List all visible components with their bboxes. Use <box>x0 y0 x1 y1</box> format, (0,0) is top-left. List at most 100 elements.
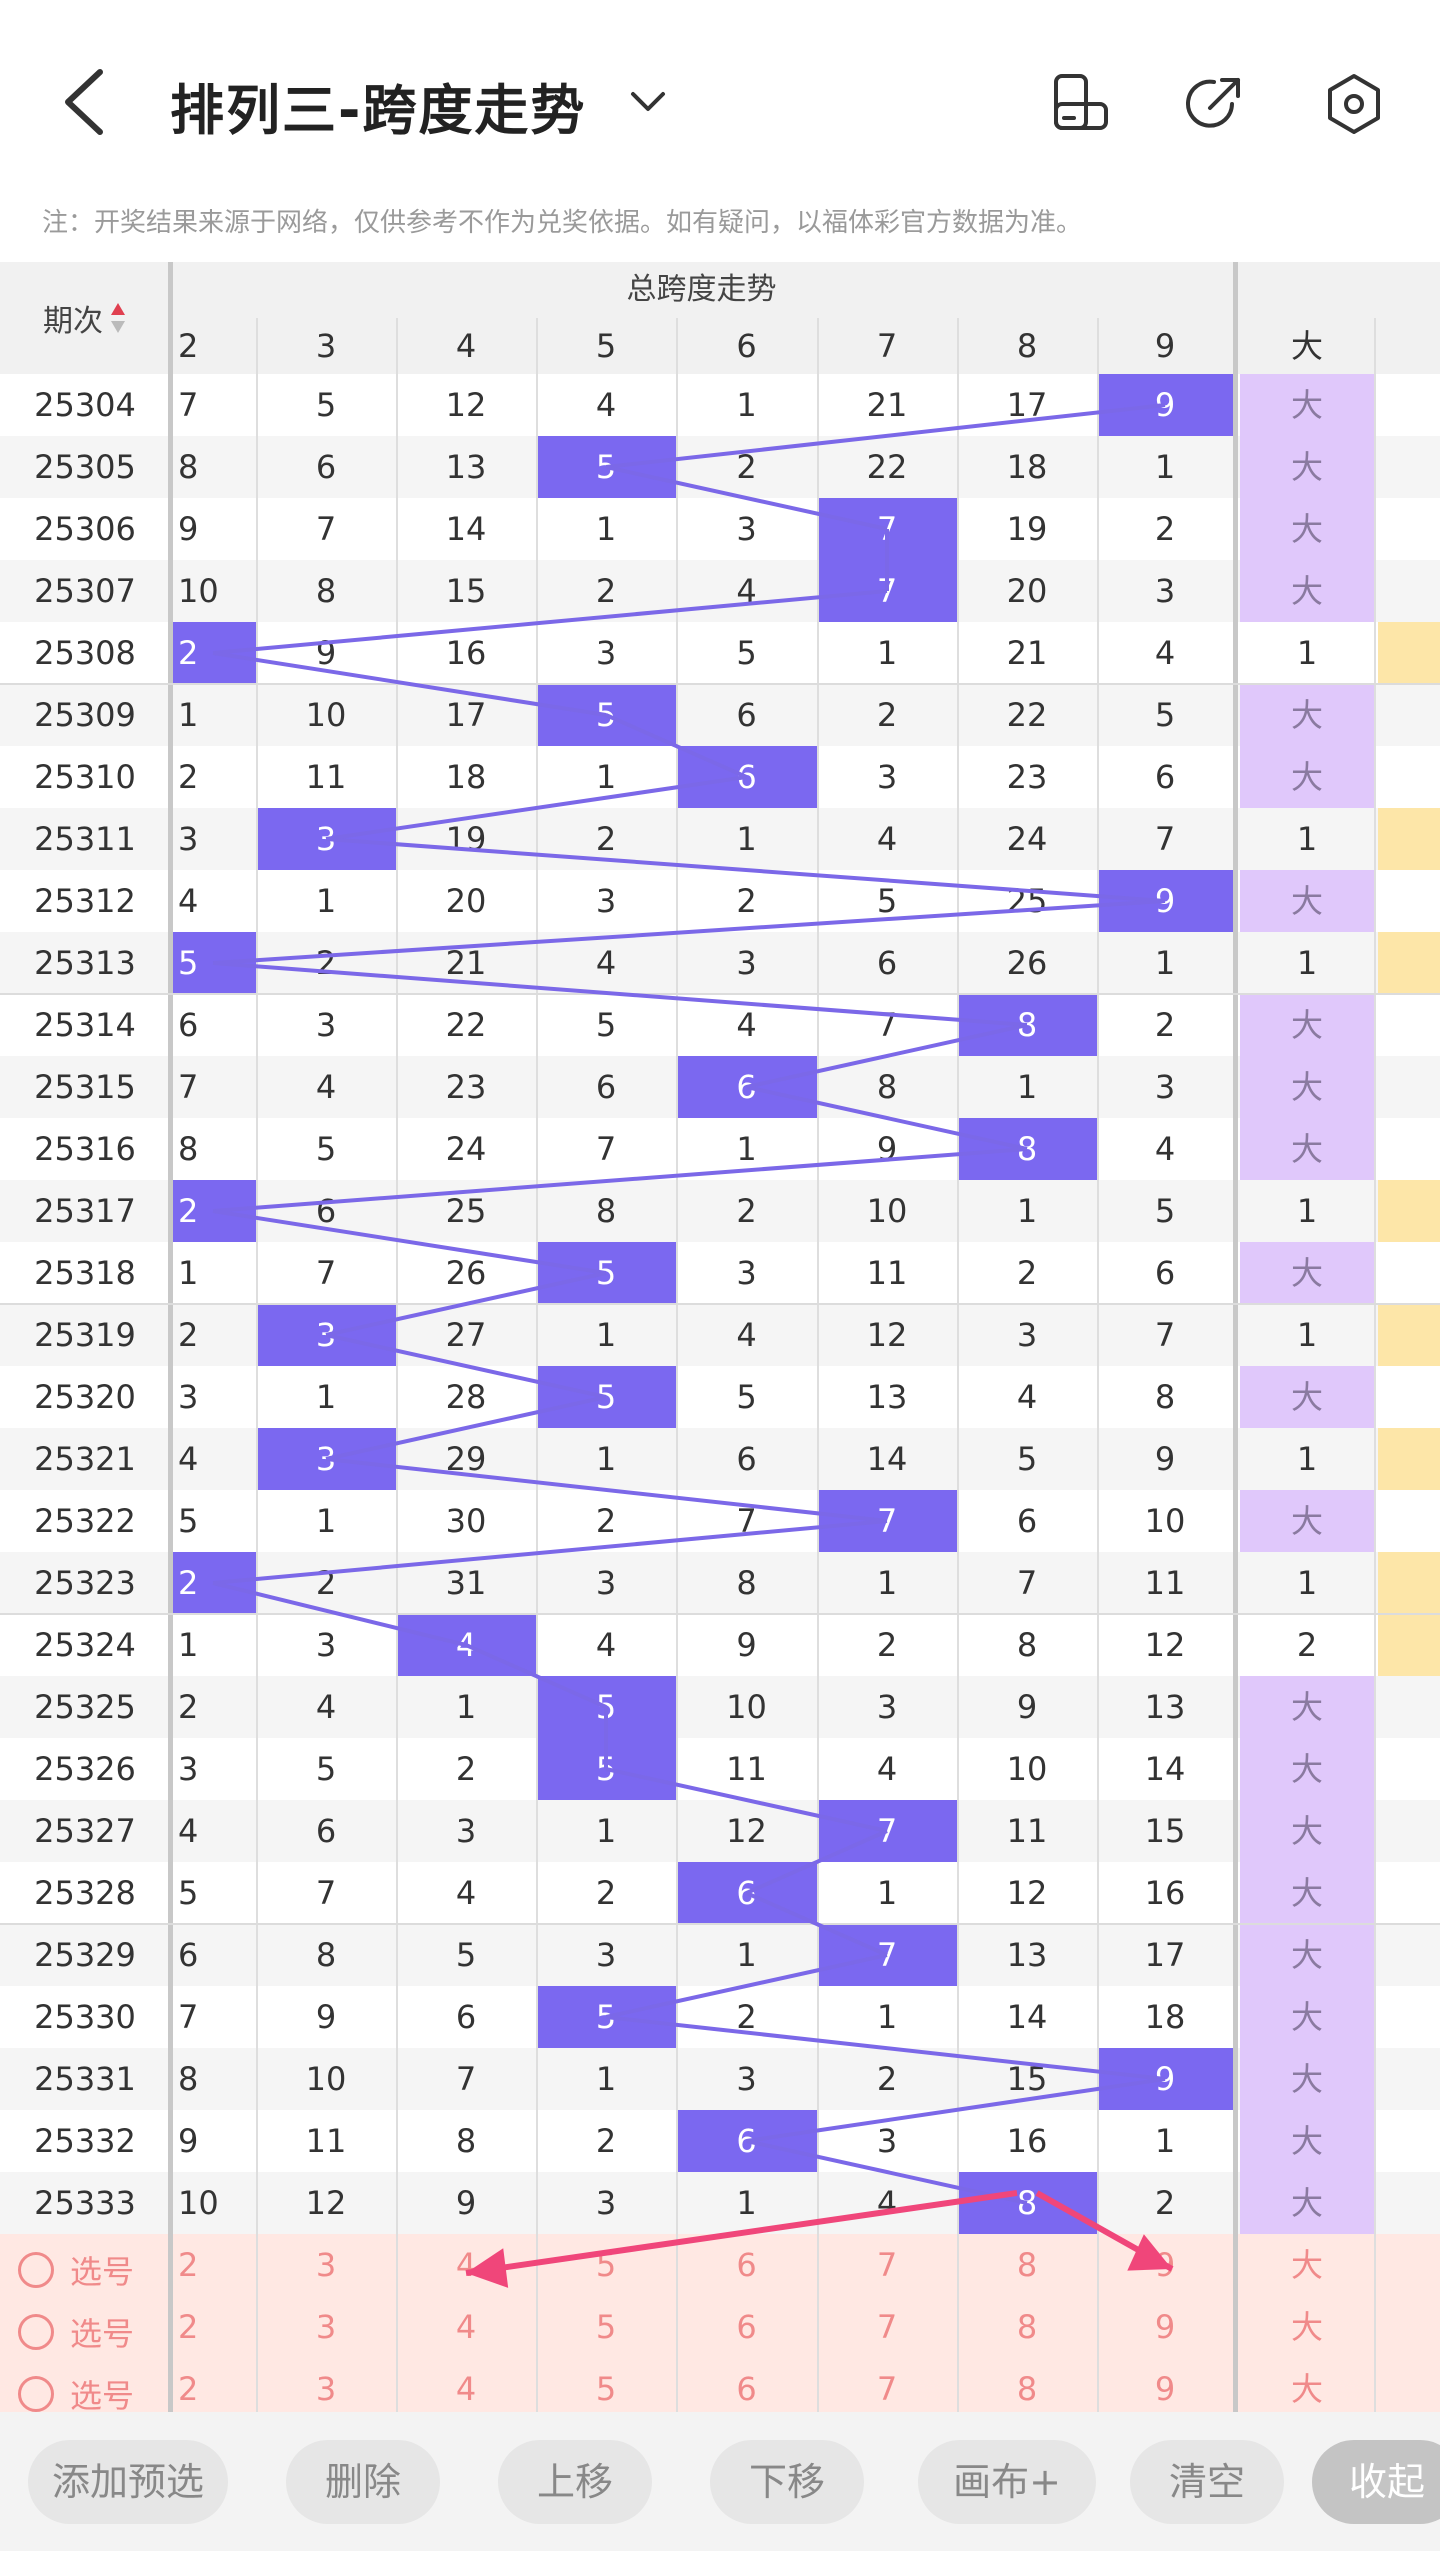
issue-number: 25317 <box>34 1192 136 1230</box>
omission-cell: 18 <box>445 758 487 796</box>
omission-cell: 4 <box>736 572 757 610</box>
next-column-cell <box>1378 1614 1440 1676</box>
hit-cell: 5 <box>536 1986 676 2048</box>
select-number-6[interactable]: 6 <box>736 2246 757 2284</box>
omission-cell: 6 <box>736 696 757 734</box>
select-number-2[interactable]: 2 <box>178 2308 199 2346</box>
select-number-7[interactable]: 7 <box>876 2246 898 2284</box>
omission-cell: 6 <box>736 1440 757 1478</box>
omission-cell: 1 <box>178 1626 199 1664</box>
omission-cell: 3 <box>595 1564 617 1602</box>
select-number-2[interactable]: 2 <box>178 2370 199 2408</box>
column-header-6: 6 <box>736 327 757 365</box>
select-number-8[interactable]: 8 <box>1016 2370 1038 2408</box>
size-cell: 大 <box>1240 2172 1374 2234</box>
omission-cell: 8 <box>178 2060 199 2098</box>
radio-icon <box>18 2252 54 2288</box>
omission-cell: 5 <box>1016 1440 1038 1478</box>
settings-button[interactable] <box>1320 70 1388 138</box>
next-column-cell <box>1378 1924 1440 1986</box>
select-number-7[interactable]: 7 <box>876 2308 898 2346</box>
omission-cell: 21 <box>445 944 487 982</box>
omission-cell: 3 <box>595 882 617 920</box>
back-button[interactable] <box>52 62 112 142</box>
select-number-9[interactable]: 9 <box>1154 2246 1176 2284</box>
select-number-8[interactable]: 8 <box>1016 2308 1038 2346</box>
select-number-6[interactable]: 6 <box>736 2308 757 2346</box>
move-up-button[interactable]: 上移 <box>498 2440 652 2524</box>
bottom-toolbar: 添加预选 删除 上移 下移 画布+ 清空 收起 <box>0 2412 1440 2551</box>
select-number-9[interactable]: 9 <box>1154 2308 1176 2346</box>
select-number-2[interactable]: 2 <box>178 2246 199 2284</box>
clear-button[interactable]: 清空 <box>1130 2440 1284 2524</box>
title-dropdown[interactable] <box>625 82 671 122</box>
omission-cell: 12 <box>1144 1626 1186 1664</box>
omission-cell: 1 <box>736 1936 757 1974</box>
omission-cell: 30 <box>445 1502 487 1540</box>
issue-header-label: 期次 <box>43 304 103 339</box>
select-number-3[interactable]: 3 <box>315 2370 337 2408</box>
omission-cell: 11 <box>1006 1812 1048 1850</box>
issue-number: 25333 <box>34 2184 136 2222</box>
select-number-4[interactable]: 4 <box>455 2370 477 2408</box>
table-row: 25324 1 3 4 4 9 2 8 12 2 <box>0 1614 1440 1676</box>
collapse-button[interactable]: 收起 <box>1312 2440 1440 2524</box>
issue-column-header[interactable]: 期次 <box>0 262 170 374</box>
issue-number: 25328 <box>34 1874 136 1912</box>
select-size[interactable]: 大 <box>1290 2246 1323 2284</box>
omission-cell: 3 <box>736 944 757 982</box>
select-number-5[interactable]: 5 <box>595 2246 617 2284</box>
omission-cell: 9 <box>1016 1688 1038 1726</box>
select-number-3[interactable]: 3 <box>315 2308 337 2346</box>
omission-cell: 22 <box>866 448 908 486</box>
select-size[interactable]: 大 <box>1290 2308 1323 2346</box>
omission-cell: 1 <box>1016 1192 1038 1230</box>
hit-cell: 5 <box>536 436 676 498</box>
omission-cell: 2 <box>736 882 757 920</box>
select-size[interactable]: 大 <box>1290 2370 1323 2408</box>
next-column-cell <box>1378 870 1440 932</box>
omission-cell: 6 <box>1154 1254 1176 1292</box>
omission-cell: 6 <box>315 1192 337 1230</box>
select-number-3[interactable]: 3 <box>315 2246 337 2284</box>
omission-cell: 2 <box>1016 1254 1038 1292</box>
omission-cell: 11 <box>305 758 347 796</box>
issue-number: 25305 <box>34 448 136 486</box>
omission-cell: 5 <box>736 1378 757 1416</box>
add-preselect-button[interactable]: 添加预选 <box>28 2440 228 2524</box>
size-cell: 大 <box>1240 1056 1374 1118</box>
select-radio[interactable]: 选号 <box>18 2371 134 2417</box>
table-row: 25328 5 7 4 2 6 1 12 16 大 <box>0 1862 1440 1924</box>
omission-cell: 10 <box>866 1192 908 1230</box>
orientation-button[interactable] <box>1046 70 1114 138</box>
select-number-4[interactable]: 4 <box>455 2308 477 2346</box>
share-button[interactable] <box>1180 70 1248 138</box>
select-number-4[interactable]: 4 <box>455 2246 477 2284</box>
hit-cell: 5 <box>536 1366 676 1428</box>
select-number-5[interactable]: 5 <box>595 2308 617 2346</box>
hit-cell: 6 <box>676 1862 817 1924</box>
select-number-9[interactable]: 9 <box>1154 2370 1176 2408</box>
hit-cell: 7 <box>817 1490 957 1552</box>
select-radio[interactable]: 选号 <box>18 2247 134 2293</box>
delete-button[interactable]: 删除 <box>286 2440 440 2524</box>
omission-cell: 7 <box>178 1068 199 1106</box>
omission-cell: 5 <box>178 1502 199 1540</box>
select-number-8[interactable]: 8 <box>1016 2246 1038 2284</box>
omission-cell: 8 <box>876 1068 898 1106</box>
omission-cell: 8 <box>178 1130 199 1168</box>
select-number-6[interactable]: 6 <box>736 2370 757 2408</box>
omission-cell: 16 <box>445 634 487 672</box>
canvas-plus-button[interactable]: 画布+ <box>918 2440 1096 2524</box>
next-column-cell <box>1378 498 1440 560</box>
select-radio[interactable]: 选号 <box>18 2309 134 2355</box>
select-number-5[interactable]: 5 <box>595 2370 617 2408</box>
chevron-down-icon <box>631 92 665 111</box>
size-cell: 1 <box>1296 634 1318 672</box>
omission-cell: 9 <box>315 1998 337 2036</box>
size-cell: 1 <box>1296 1564 1318 1602</box>
omission-cell: 3 <box>736 510 757 548</box>
move-down-button[interactable]: 下移 <box>710 2440 864 2524</box>
omission-cell: 7 <box>876 1006 898 1044</box>
select-number-7[interactable]: 7 <box>876 2370 898 2408</box>
